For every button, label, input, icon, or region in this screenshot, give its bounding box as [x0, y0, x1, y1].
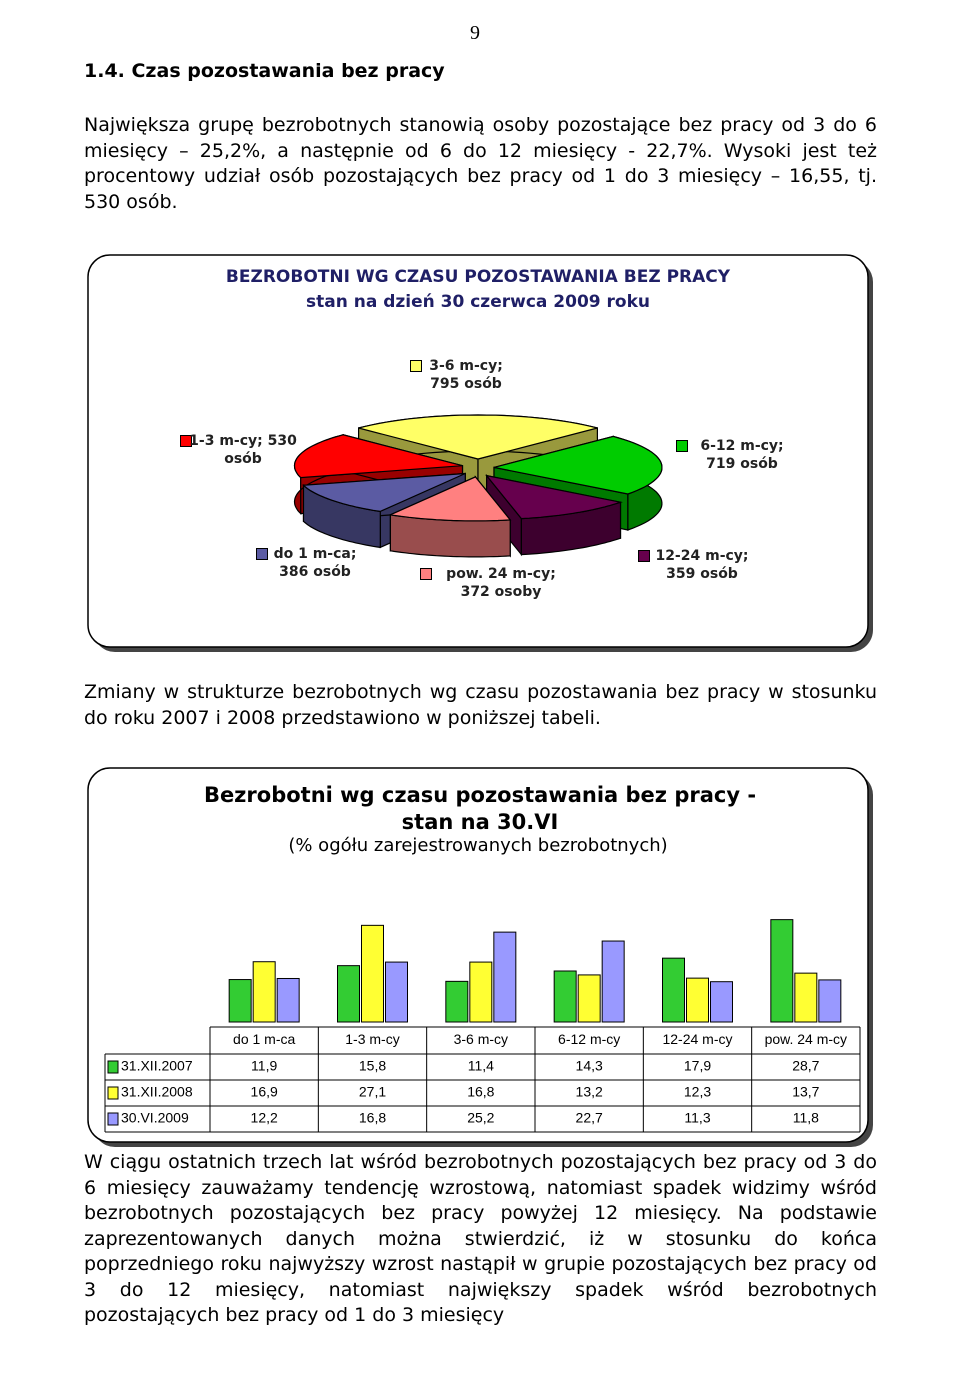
bar — [577, 974, 601, 1023]
table-cell: 13,2 — [576, 1084, 603, 1100]
bar — [469, 961, 493, 1023]
table-cell: 16,8 — [467, 1084, 494, 1100]
slice — [293, 434, 463, 479]
column-header: 6-12 m-cy — [558, 1031, 620, 1047]
column-header: pow. 24 m-cy — [765, 1031, 847, 1047]
bar — [385, 961, 408, 1023]
slice — [302, 472, 466, 513]
legend-key — [256, 548, 268, 560]
paragraph: Największa grupę bezrobotnych stanowią o… — [84, 114, 877, 213]
chart-title: BEZROBOTNI WG CZASU POZOSTAWANIA BEZ PRA… — [225, 267, 731, 287]
bar — [445, 980, 469, 1023]
bar — [770, 919, 794, 1023]
paragraph: W ciągu ostatnich trzech lat wśród bezro… — [84, 1151, 877, 1326]
column-header: 12-24 m-cy — [662, 1031, 732, 1047]
table-cell: 14,3 — [576, 1058, 603, 1074]
bar — [228, 979, 252, 1023]
legend-key — [420, 568, 432, 580]
column-header: 3-6 m-cy — [454, 1031, 508, 1047]
legend-key — [107, 1112, 119, 1126]
table-cell: 16,9 — [251, 1084, 278, 1100]
legend-key — [107, 1086, 119, 1100]
slice-label: 3-6 m-cy; 795 osób — [429, 358, 503, 392]
page-number: 9 — [470, 22, 480, 44]
legend-key — [107, 1060, 119, 1074]
table-cell: 12,2 — [251, 1110, 278, 1126]
slice — [388, 476, 512, 522]
chart-subtitle: (% ogółu zarejestrowanych bezrobotnych) — [288, 835, 668, 856]
table-cell: 17,9 — [684, 1058, 711, 1074]
table-cell: 25,2 — [467, 1110, 494, 1126]
bar — [553, 970, 577, 1023]
table-cell: 27,1 — [359, 1084, 386, 1100]
table-cell: 15,8 — [359, 1058, 386, 1074]
slice-label: 1-3 m-cy; 530 osób — [189, 433, 297, 467]
bar — [662, 957, 685, 1023]
bar — [601, 940, 625, 1023]
chart-title: Bezrobotni wg czasu pozostawania bez pra… — [203, 783, 757, 834]
legend-key — [676, 440, 688, 452]
table-cell: 11,8 — [793, 1110, 819, 1126]
column-header: do 1 m-ca — [233, 1031, 295, 1047]
table-cell: 11,3 — [684, 1110, 710, 1126]
slice-label: pow. 24 m-cy; 372 osoby — [446, 566, 556, 600]
legend-label: 31.XII.2007 — [121, 1058, 193, 1074]
bar — [252, 961, 276, 1023]
table-cell: 16,8 — [359, 1110, 386, 1126]
table-cell: 12,3 — [684, 1084, 711, 1100]
table-cell: 28,7 — [792, 1058, 819, 1074]
bar — [361, 924, 384, 1023]
paragraph: Zmiany w strukturze bezrobotnych wg czas… — [84, 681, 877, 729]
column-header: 1-3 m-cy — [345, 1031, 399, 1047]
chart-subtitle: stan na dzień 30 czerwca 2009 roku — [305, 292, 650, 312]
slice-label: do 1 m-ca; 386 osób — [273, 546, 357, 580]
bar — [276, 977, 300, 1023]
slice — [358, 414, 598, 460]
table-cell: 13,7 — [792, 1084, 819, 1100]
slice-label: 12-24 m-cy; 359 osób — [655, 548, 749, 582]
slice — [485, 474, 623, 520]
bar — [710, 981, 733, 1023]
slice-label: 6-12 m-cy; 719 osób — [700, 438, 784, 472]
bar — [686, 977, 709, 1023]
legend-key — [638, 550, 650, 562]
bar — [794, 972, 818, 1023]
table-cell: 11,9 — [251, 1058, 277, 1074]
bar-frame — [87, 767, 869, 1143]
slice — [493, 435, 663, 495]
table-cell: 22,7 — [576, 1110, 603, 1126]
bar — [337, 965, 360, 1023]
legend-key — [180, 435, 192, 447]
bar — [493, 931, 517, 1023]
heading: 1.4. Czas pozostawania bez pracy — [84, 60, 445, 82]
legend-label: 30.VI.2009 — [121, 1110, 189, 1126]
bar — [818, 979, 842, 1023]
table-cell: 11,4 — [468, 1058, 494, 1074]
legend-key — [410, 360, 422, 372]
legend-label: 31.XII.2008 — [121, 1084, 193, 1100]
